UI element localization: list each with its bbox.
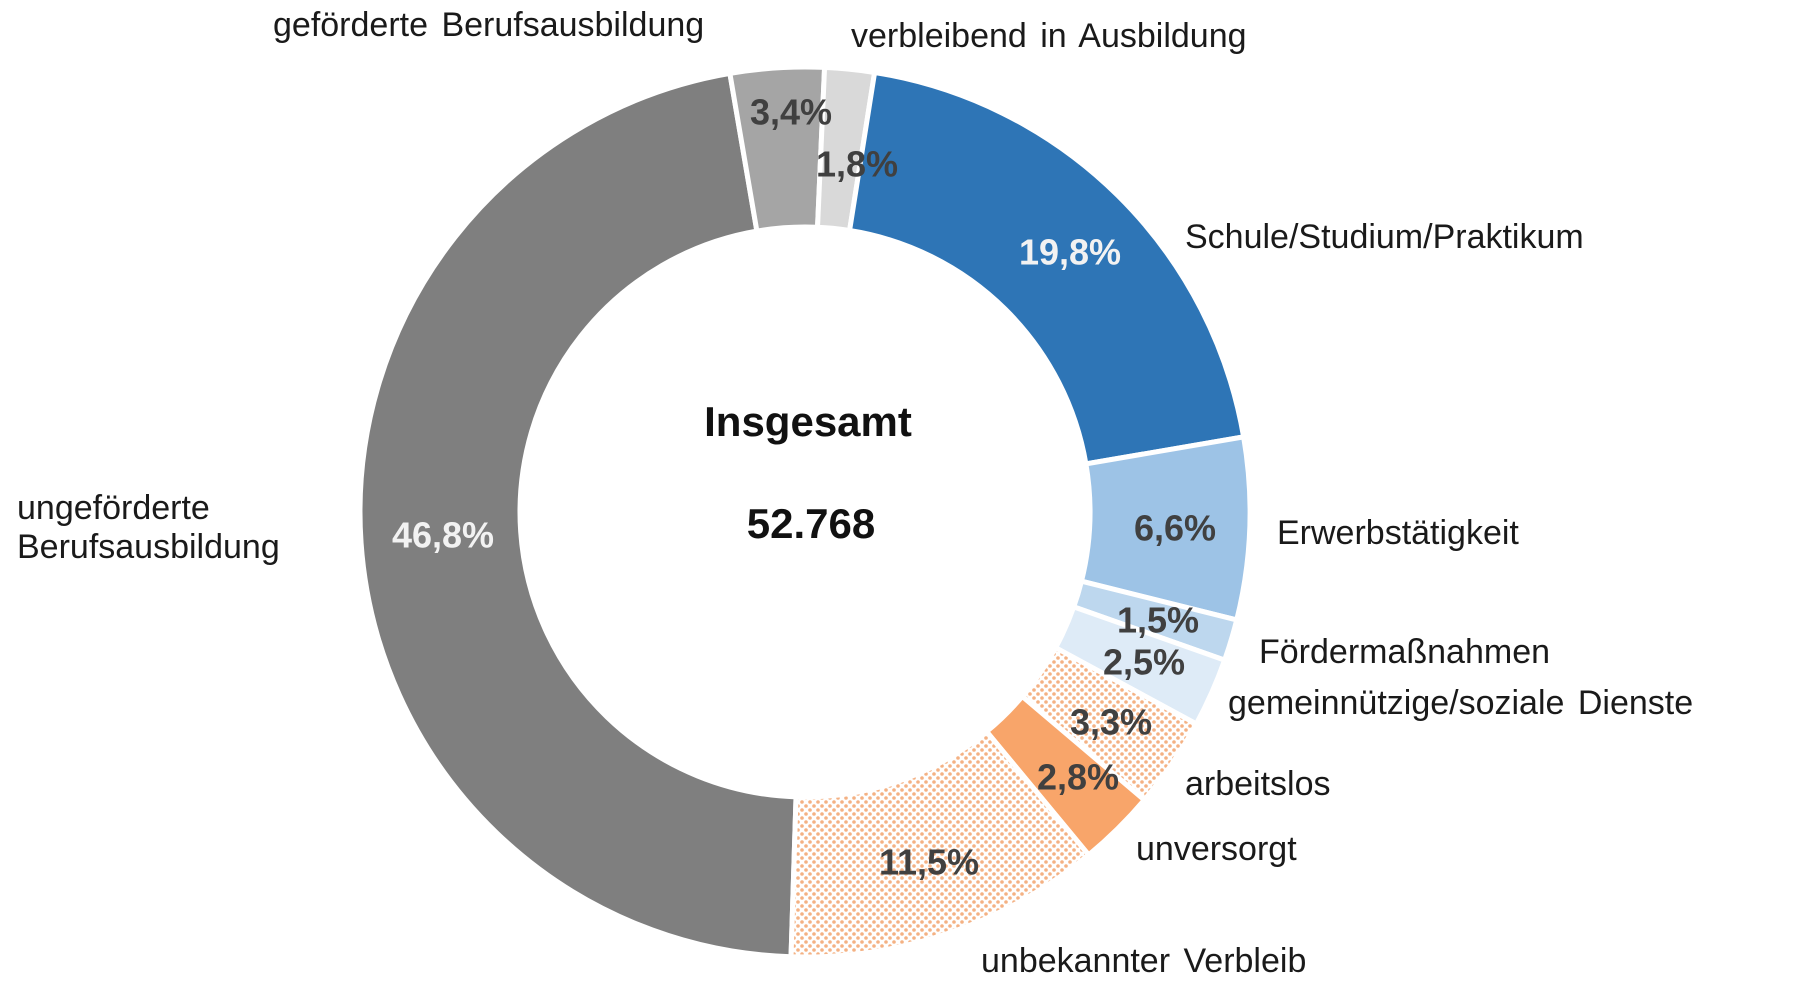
slice: [788, 728, 1093, 960]
category-label: Erwerbstätigkeit: [1277, 514, 1519, 552]
category-label: unbekannter Verbleib: [981, 942, 1307, 980]
slices: [357, 64, 1253, 960]
value-label: 46,8%: [392, 515, 494, 556]
value-label: 1,5%: [1117, 600, 1199, 641]
value-label: 3,4%: [750, 92, 832, 133]
value-label: 3,3%: [1070, 702, 1152, 743]
value-label: 19,8%: [1019, 232, 1121, 273]
category-label: Schule/Studium/Praktikum: [1185, 218, 1584, 256]
slice: [846, 69, 1247, 467]
center-total: 52.768: [747, 500, 875, 547]
value-label: 11,5%: [879, 842, 979, 883]
value-labels: 46,8% 3,4% 1,8% 19,8% 6,6% 1,5%2,5% 3,3% 2,8% 11…: [392, 92, 1216, 883]
category-label: Fördermaßnahmen: [1259, 633, 1551, 671]
value-label: 2,8%: [1037, 757, 1119, 798]
value-label: 2,5%: [1103, 642, 1185, 683]
slice: [357, 70, 799, 960]
category-label: verbleibend in Ausbildung: [851, 17, 1247, 55]
category-label: arbeitslos: [1185, 765, 1331, 803]
value-label: 6,6%: [1134, 508, 1216, 549]
value-label: 1,8%: [816, 144, 898, 185]
category-label: gemeinnützige/soziale Dienste: [1228, 684, 1694, 722]
center-title: Insgesamt: [704, 398, 912, 445]
category-label: geförderte Berufsausbildung: [273, 6, 705, 44]
category-label: unversorgt: [1136, 830, 1297, 868]
category-label: ungeförderte Berufsausbildung: [17, 489, 280, 567]
